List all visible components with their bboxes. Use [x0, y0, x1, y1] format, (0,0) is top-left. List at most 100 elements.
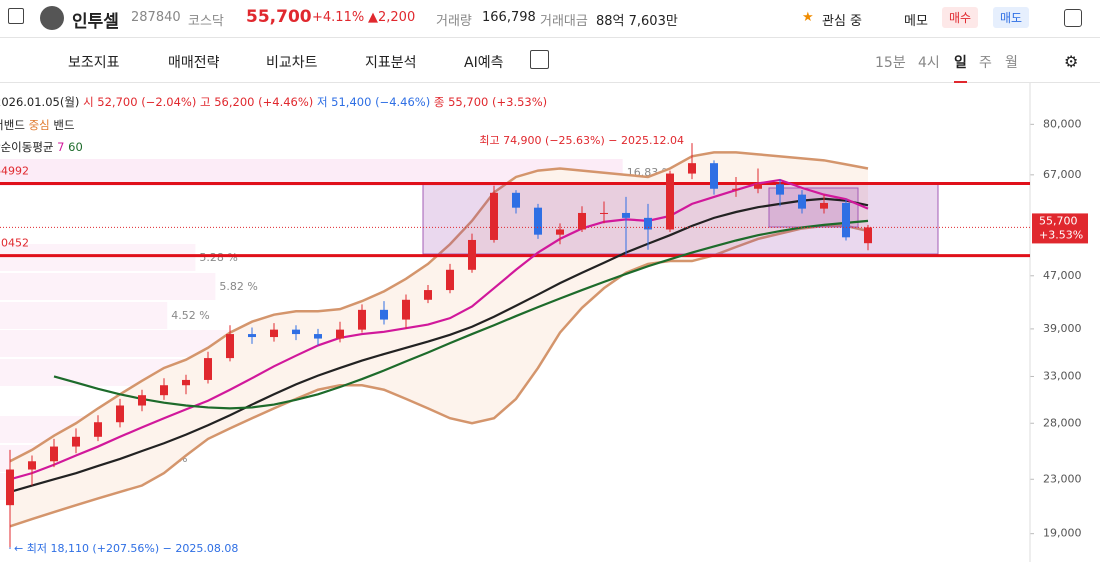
y-tick-label: 33,000: [1043, 369, 1082, 382]
candle-body: [776, 184, 784, 195]
legend-sma: 단순이동평균 7 60: [0, 139, 83, 155]
candle-body: [314, 334, 322, 339]
candle-body: [138, 395, 146, 406]
price-tag: [1032, 213, 1088, 244]
tool[interactable]: 지표분석: [365, 55, 417, 71]
volume: 166,798: [482, 10, 536, 25]
candle-body: [6, 469, 14, 506]
candle-body: [512, 192, 520, 208]
candle-body: [424, 290, 432, 300]
candle-body: [28, 461, 36, 470]
candle-body: [270, 329, 278, 338]
y-tick-label: 67,000: [1043, 168, 1082, 181]
legend-bb: 볼린저밴드 중심 밴드: [0, 117, 75, 133]
ma-line: [9, 178, 869, 481]
change-pct: +4.11%: [312, 10, 365, 25]
watch[interactable]: 관심 중: [822, 14, 863, 29]
ma-line: [53, 219, 869, 410]
star[interactable]: ★: [802, 10, 814, 25]
legend-date: 2026.01.05(월): [0, 95, 80, 109]
y-tick-label: 23,000: [1043, 472, 1082, 485]
candle-body: [688, 163, 696, 174]
legend-entry: 중심: [28, 118, 50, 132]
profile-label: 5.82 %: [219, 280, 257, 293]
stock-code: 287840: [131, 10, 181, 25]
candle-body: [732, 188, 740, 190]
amount-label: 거래대금: [540, 14, 588, 29]
volume-label: 거래량: [436, 14, 472, 29]
panel-icon[interactable]: [1064, 9, 1082, 27]
profile-label: 5.28 %: [199, 251, 237, 264]
candle-body: [798, 194, 806, 209]
profile-bar: [0, 302, 168, 329]
candle-body: [380, 309, 388, 320]
tool[interactable]: 보조지표: [68, 55, 120, 71]
amount: 88억 7,603만: [596, 14, 678, 29]
candle-body: [72, 436, 80, 447]
legend-entry: 60: [68, 140, 83, 154]
price-tag-change: +3.53%: [1039, 228, 1083, 241]
candle-body: [402, 299, 410, 320]
legend-low: 저 51,400 (−4.46%): [316, 95, 431, 109]
candle-body: [490, 192, 498, 240]
y-tick-label: 39,000: [1043, 322, 1082, 335]
candle-body: [94, 422, 102, 437]
candle-body: [864, 227, 872, 244]
box-tool[interactable]: [530, 50, 549, 69]
candle-body: [292, 329, 300, 335]
legend-open: 시 52,700 (−2.04%): [83, 95, 197, 109]
sell-button[interactable]: 매도: [993, 7, 1030, 28]
profile-bar: [0, 244, 196, 271]
candle-body: [622, 212, 630, 218]
market: 코스닥: [188, 14, 224, 29]
buy-button[interactable]: 매수: [942, 7, 979, 28]
tool[interactable]: 매매전략: [168, 55, 220, 71]
stock-name: 인투셀: [72, 12, 119, 32]
toolbar: 보조지표 매매전략 비교차트 지표분석 AI예측 15분 4시 일 주 월 ⚙: [0, 38, 1100, 83]
menu-icon[interactable]: [8, 8, 24, 24]
candle-body: [336, 329, 344, 339]
logo: [40, 6, 64, 30]
candle-body: [226, 334, 234, 359]
legend-entry: 밴드: [53, 118, 75, 132]
y-tick-label: 80,000: [1043, 117, 1082, 130]
candle-body: [666, 173, 674, 230]
candle-body: [50, 446, 58, 462]
candle-body: [842, 202, 850, 238]
tool[interactable]: 비교차트: [266, 55, 318, 71]
legend-high: 고 56,200 (+4.46%): [200, 95, 314, 109]
high-note: 최고 74,900 (−25.63%) − 2025.12.04: [479, 134, 684, 147]
candle-body: [358, 309, 366, 330]
candle-body: [468, 239, 476, 270]
chart: 16.83 %5.28 %5.82 %4.52 %10.3 %6.21 %4.0…: [0, 83, 1088, 562]
period[interactable]: 4시: [918, 55, 940, 71]
period[interactable]: 15분: [875, 55, 906, 71]
legend-entry: 7: [57, 140, 65, 154]
candle-body: [600, 212, 608, 214]
candle-body: [116, 405, 124, 423]
candle-body: [204, 358, 212, 380]
profile-label: 4.52 %: [171, 309, 209, 322]
period[interactable]: 월: [1005, 55, 1018, 71]
candle-body: [534, 207, 542, 235]
period[interactable]: 주: [979, 55, 992, 71]
legend-row: 2026.01.05(월) 시 52,700 (−2.04%) 고 56,200…: [0, 94, 547, 110]
settings[interactable]: ⚙: [1064, 52, 1079, 71]
candle-body: [182, 379, 190, 386]
price-tag-price: 55,700: [1039, 214, 1078, 227]
period[interactable]: 일: [954, 52, 967, 83]
ma-line: [9, 197, 869, 493]
candle-body: [644, 217, 652, 230]
candle-body: [248, 334, 256, 338]
tool[interactable]: AI예측: [464, 55, 504, 71]
candle-body: [710, 163, 718, 189]
candle-body: [754, 184, 762, 189]
y-tick-label: 19,000: [1043, 527, 1082, 540]
candle-body: [578, 212, 586, 230]
memo[interactable]: 메모: [904, 14, 928, 29]
level-label: 50452: [0, 237, 29, 250]
y-tick-label: 47,000: [1043, 269, 1082, 282]
change: ▲2,200: [368, 10, 416, 25]
header: 인투셀 287840 코스닥 55,700 +4.11% ▲2,200 거래량 …: [0, 0, 1100, 38]
